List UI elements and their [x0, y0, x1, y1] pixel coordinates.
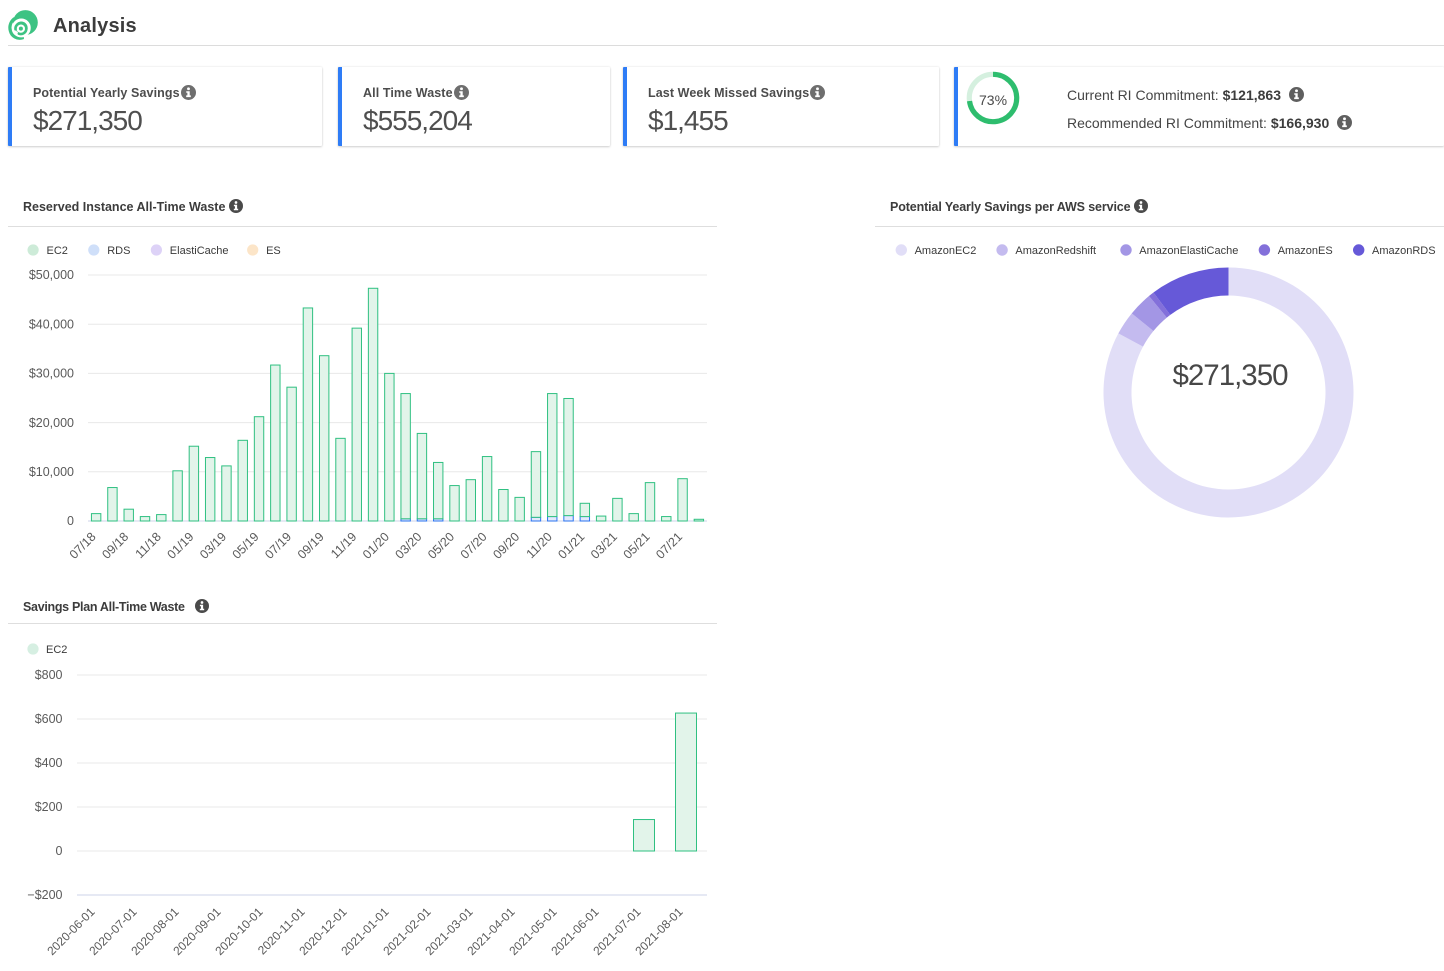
svg-text:05/21: 05/21: [621, 530, 653, 562]
svg-text:ES: ES: [266, 245, 281, 257]
svg-text:EC2: EC2: [46, 644, 67, 656]
svg-text:01/21: 01/21: [555, 530, 587, 562]
svg-text:$40,000: $40,000: [29, 317, 74, 331]
svg-text:$200: $200: [35, 800, 63, 814]
svg-text:AmazonElastiCache: AmazonElastiCache: [1139, 245, 1238, 257]
svg-text:$50,000: $50,000: [29, 268, 74, 282]
svg-text:$10,000: $10,000: [29, 465, 74, 479]
svg-text:07/21: 07/21: [653, 530, 685, 562]
svg-text:11/19: 11/19: [328, 530, 359, 561]
svg-text:0: 0: [67, 514, 74, 528]
svg-text:$600: $600: [35, 712, 63, 726]
svg-text:$271,350: $271,350: [1172, 359, 1288, 392]
svg-text:−$200: −$200: [27, 888, 62, 902]
svg-text:01/19: 01/19: [165, 530, 197, 562]
svg-text:09/19: 09/19: [295, 530, 327, 562]
svg-text:09/20: 09/20: [490, 530, 522, 562]
svg-text:$20,000: $20,000: [29, 416, 74, 430]
svg-text:AmazonES: AmazonES: [1278, 245, 1333, 257]
svg-text:0: 0: [56, 844, 63, 858]
svg-text:03/21: 03/21: [588, 530, 620, 562]
svg-text:01/20: 01/20: [360, 530, 392, 562]
svg-text:ElastiCache: ElastiCache: [170, 245, 229, 257]
svg-text:05/20: 05/20: [425, 530, 457, 562]
svg-text:AmazonEC2: AmazonEC2: [915, 245, 977, 257]
svg-text:05/19: 05/19: [230, 530, 262, 562]
svg-text:$400: $400: [35, 756, 63, 770]
svg-text:03/19: 03/19: [197, 530, 229, 562]
svg-text:11/20: 11/20: [524, 530, 555, 561]
svg-text:AmazonRedshift: AmazonRedshift: [1015, 245, 1096, 257]
svg-text:EC2: EC2: [47, 245, 68, 257]
svg-text:09/18: 09/18: [99, 530, 131, 562]
svg-text:AmazonRDS: AmazonRDS: [1372, 245, 1436, 257]
svg-text:$30,000: $30,000: [29, 367, 74, 381]
svg-text:07/20: 07/20: [458, 530, 490, 562]
svg-text:07/19: 07/19: [262, 530, 294, 562]
svg-text:03/20: 03/20: [393, 530, 425, 562]
svg-text:RDS: RDS: [107, 245, 130, 257]
svg-text:11/18: 11/18: [133, 530, 164, 561]
svg-text:07/18: 07/18: [67, 530, 99, 562]
svg-text:$800: $800: [35, 668, 63, 682]
